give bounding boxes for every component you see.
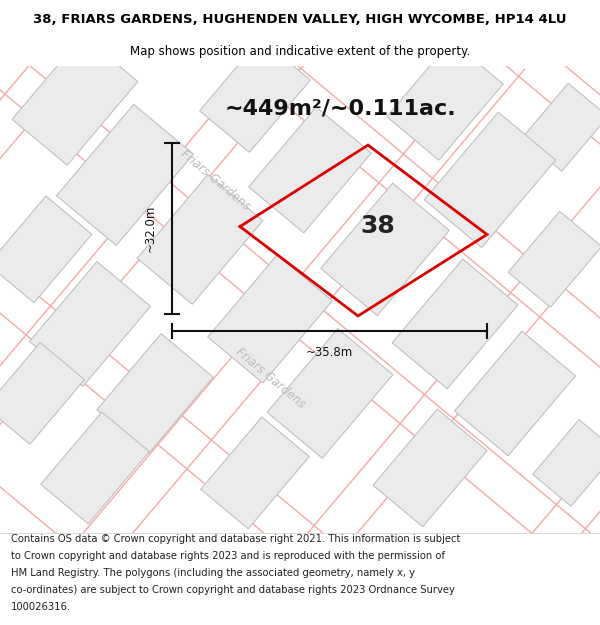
- Text: ~449m²/~0.111ac.: ~449m²/~0.111ac.: [224, 98, 456, 118]
- Text: Map shows position and indicative extent of the property.: Map shows position and indicative extent…: [130, 45, 470, 58]
- Polygon shape: [267, 329, 393, 458]
- Text: HM Land Registry. The polygons (including the associated geometry, namely x, y: HM Land Registry. The polygons (includin…: [11, 568, 415, 578]
- Polygon shape: [56, 104, 193, 246]
- Text: co-ordinates) are subject to Crown copyright and database rights 2023 Ordnance S: co-ordinates) are subject to Crown copyr…: [11, 585, 455, 595]
- Polygon shape: [0, 342, 85, 444]
- Polygon shape: [424, 112, 556, 248]
- Text: 38: 38: [361, 214, 395, 238]
- Text: ~32.0m: ~32.0m: [143, 205, 157, 252]
- Polygon shape: [248, 107, 371, 233]
- Text: Friars Gardens: Friars Gardens: [233, 346, 307, 411]
- Polygon shape: [41, 412, 149, 524]
- Polygon shape: [201, 417, 309, 529]
- Text: Contains OS data © Crown copyright and database right 2021. This information is : Contains OS data © Crown copyright and d…: [11, 534, 460, 544]
- Polygon shape: [392, 259, 518, 389]
- Text: to Crown copyright and database rights 2023 and is reproduced with the permissio: to Crown copyright and database rights 2…: [11, 551, 445, 561]
- Polygon shape: [373, 409, 487, 527]
- Polygon shape: [200, 39, 310, 152]
- Polygon shape: [508, 211, 600, 308]
- Polygon shape: [533, 419, 600, 506]
- Text: ~35.8m: ~35.8m: [306, 346, 353, 359]
- Polygon shape: [522, 83, 600, 171]
- Polygon shape: [137, 174, 263, 304]
- Polygon shape: [454, 331, 575, 456]
- Polygon shape: [97, 334, 213, 453]
- Polygon shape: [387, 41, 503, 160]
- Polygon shape: [320, 183, 449, 316]
- Polygon shape: [29, 262, 151, 386]
- Text: 100026316.: 100026316.: [11, 602, 71, 612]
- Polygon shape: [208, 255, 332, 383]
- Text: Friars Gardens: Friars Gardens: [178, 147, 253, 213]
- Text: 38, FRIARS GARDENS, HUGHENDEN VALLEY, HIGH WYCOMBE, HP14 4LU: 38, FRIARS GARDENS, HUGHENDEN VALLEY, HI…: [33, 13, 567, 26]
- Polygon shape: [0, 196, 92, 302]
- Polygon shape: [12, 36, 138, 165]
